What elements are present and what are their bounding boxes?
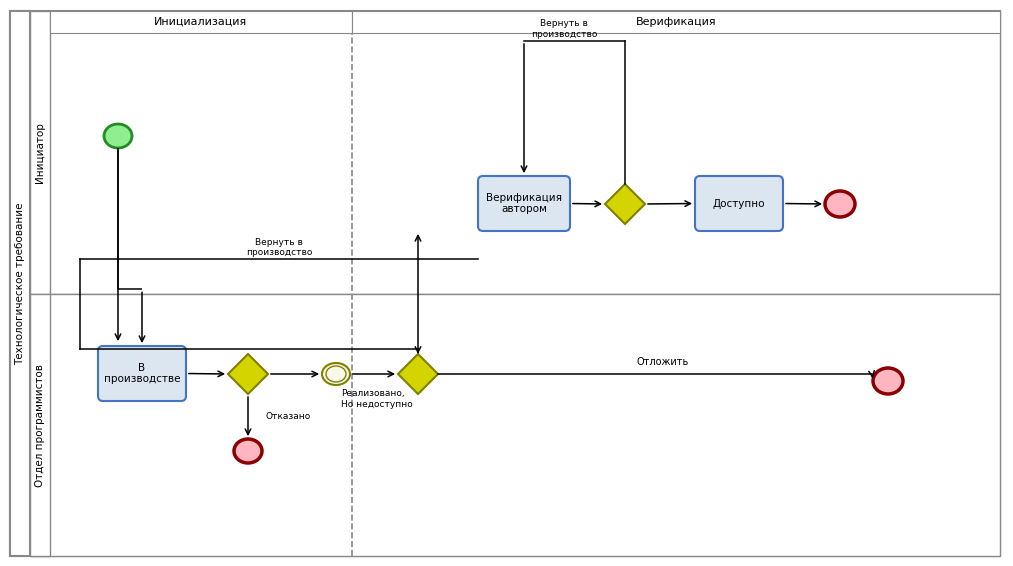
FancyBboxPatch shape — [98, 346, 186, 401]
Bar — [10, 11, 30, 556]
Text: Верификация
автором: Верификация автором — [486, 192, 562, 215]
Text: Верификация: Верификация — [635, 17, 716, 27]
Text: В
производстве: В производстве — [103, 363, 180, 384]
Text: Инициализация: Инициализация — [154, 17, 247, 27]
Ellipse shape — [234, 439, 262, 463]
Polygon shape — [605, 184, 645, 224]
Bar — [30, 11, 1000, 294]
Bar — [352, 11, 1000, 33]
FancyBboxPatch shape — [695, 176, 783, 231]
Text: Технологическое требование: Технологическое требование — [15, 202, 25, 365]
Text: Инициатор: Инициатор — [35, 122, 45, 183]
Bar — [30, 11, 50, 294]
Bar — [30, 294, 50, 556]
Ellipse shape — [104, 124, 132, 148]
Text: Отказано: Отказано — [266, 412, 311, 421]
Ellipse shape — [873, 368, 903, 394]
Polygon shape — [398, 354, 438, 394]
Bar — [30, 294, 1000, 556]
Bar — [50, 11, 352, 33]
Text: Доступно: Доступно — [713, 199, 765, 208]
Text: Отложить: Отложить — [637, 357, 689, 367]
Ellipse shape — [326, 366, 346, 382]
Polygon shape — [228, 354, 268, 394]
Text: Реализовано,
Но недоступно: Реализовано, Но недоступно — [341, 389, 412, 409]
Text: Вернуть в
производство: Вернуть в производство — [531, 19, 598, 38]
Ellipse shape — [322, 363, 350, 385]
Text: Отдел программистов: Отдел программистов — [35, 364, 45, 487]
Ellipse shape — [825, 191, 855, 217]
FancyBboxPatch shape — [478, 176, 570, 231]
Text: Вернуть в
производство: Вернуть в производство — [246, 238, 312, 257]
